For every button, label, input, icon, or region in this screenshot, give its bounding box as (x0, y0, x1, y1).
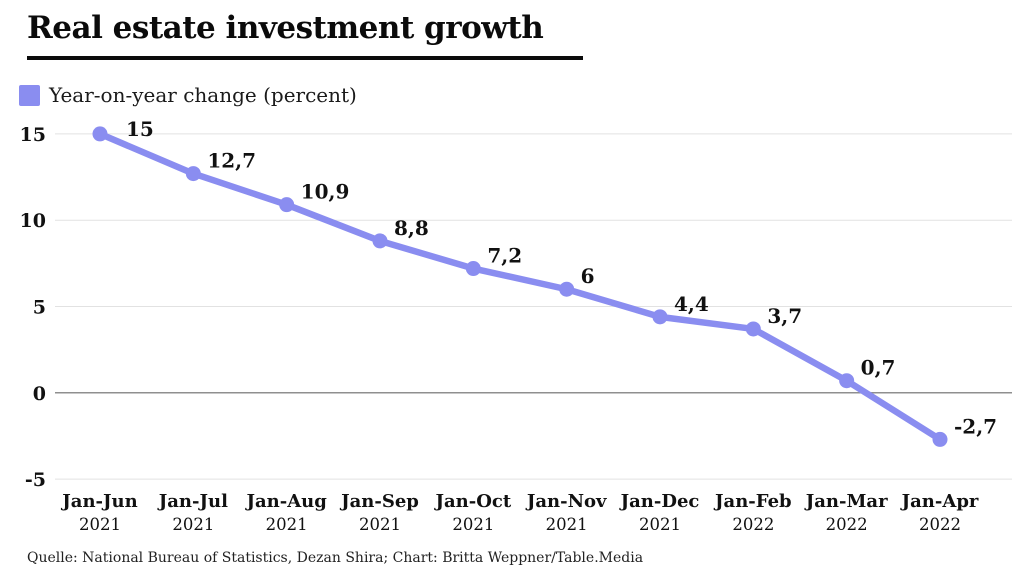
legend: Year-on-year change (percent) (19, 83, 357, 107)
x-tick-year: 2021 (639, 515, 681, 534)
x-tick-period: Jan-Mar (804, 491, 888, 512)
x-tick-year: 2021 (546, 515, 588, 534)
title-underline (27, 56, 583, 60)
trend-line (96, 130, 944, 443)
value-label: 15 (126, 117, 154, 141)
x-tick-period: Jan-Nov (525, 491, 607, 512)
x-tick-year: 2022 (919, 515, 961, 534)
value-label: 3,7 (767, 304, 802, 328)
data-point (92, 126, 108, 142)
x-tick-period: Jan-Aug (244, 491, 327, 512)
x-tick-year: 2022 (826, 515, 868, 534)
y-tick-label: 15 (20, 124, 46, 146)
y-tick-label: 5 (33, 297, 46, 319)
x-tick-year: 2021 (452, 515, 494, 534)
data-point (932, 431, 948, 447)
data-point (745, 321, 761, 337)
x-tick-period: Jan-Oct (433, 491, 511, 512)
x-tick-period: Jan-Feb (713, 491, 792, 512)
data-point (652, 309, 668, 325)
x-tick-year: 2022 (732, 515, 774, 534)
data-point (559, 281, 575, 297)
data-point (372, 233, 388, 249)
x-tick-year: 2021 (172, 515, 214, 534)
y-tick-label: 0 (33, 383, 46, 405)
data-point (185, 166, 201, 182)
x-tick-period: Jan-Sep (339, 491, 419, 512)
value-label: 4,4 (674, 292, 709, 316)
value-label: 8,8 (394, 216, 429, 240)
x-tick-period: Jan-Jun (60, 491, 137, 512)
x-tick-period: Jan-Dec (619, 491, 700, 512)
value-label: 12,7 (207, 149, 256, 173)
x-tick-period: Jan-Apr (900, 491, 979, 512)
value-label: 0,7 (861, 356, 896, 380)
x-tick-year: 2021 (266, 515, 308, 534)
chart-title: Real estate investment growth (27, 10, 544, 46)
value-label: -2,7 (954, 414, 997, 438)
y-tick-label: -5 (25, 469, 46, 491)
value-label: 6 (581, 264, 595, 288)
source-note: Quelle: National Bureau of Statistics, D… (27, 550, 644, 566)
data-point (465, 261, 481, 277)
value-label: 7,2 (487, 244, 522, 268)
legend-swatch-icon (19, 84, 40, 106)
legend-label: Year-on-year change (percent) (49, 83, 357, 107)
x-tick-period: Jan-Jul (157, 491, 228, 512)
data-point (279, 197, 295, 213)
y-tick-label: 10 (20, 210, 46, 232)
value-label: 10,9 (301, 180, 350, 204)
x-tick-year: 2021 (79, 515, 121, 534)
data-point (839, 373, 855, 389)
x-tick-year: 2021 (359, 515, 401, 534)
